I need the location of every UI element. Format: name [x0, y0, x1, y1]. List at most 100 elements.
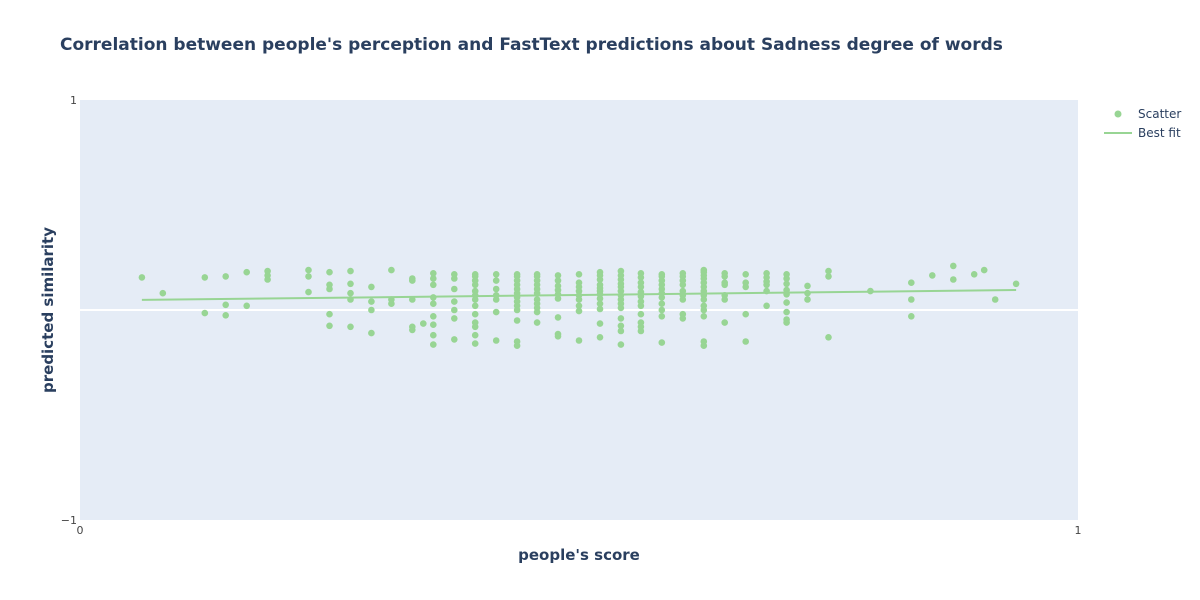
scatter-point	[430, 331, 437, 339]
scatter-point	[513, 342, 521, 350]
scatter-point	[554, 277, 562, 284]
scatter-point	[721, 281, 728, 289]
scatter-point	[679, 296, 687, 303]
scatter-point	[658, 339, 666, 346]
scatter-point	[451, 285, 458, 293]
scatter-point	[451, 315, 458, 322]
scatter-point	[492, 285, 500, 293]
scatter-point	[430, 341, 437, 348]
scatter-point	[513, 317, 521, 324]
scatter-point	[554, 314, 562, 321]
scatter-point	[1012, 280, 1020, 288]
scatter-point	[305, 288, 312, 296]
scatter-point	[950, 262, 957, 270]
scatter-point	[783, 280, 790, 288]
scatter-point	[637, 327, 645, 335]
scatter-point	[492, 308, 500, 316]
scatter-point	[430, 313, 437, 320]
legend-scatter-label: Scatter	[1138, 107, 1181, 121]
scatter-point	[533, 319, 541, 326]
scatter-point	[700, 342, 708, 350]
scatter-point	[783, 275, 790, 282]
scatter-point	[783, 299, 790, 306]
scatter-point	[264, 276, 271, 283]
scatter-point	[908, 279, 915, 287]
scatter-point	[679, 315, 687, 322]
scatter-point	[679, 281, 687, 289]
best-fit-line	[141, 289, 1017, 301]
scatter-point	[222, 301, 229, 309]
scatter-point	[471, 281, 479, 289]
scatter-point	[451, 275, 458, 282]
scatter-point	[980, 266, 988, 274]
scatter-point	[513, 306, 521, 314]
scatter-point	[368, 306, 375, 314]
scatter-point	[825, 267, 832, 275]
scatter-point	[326, 285, 333, 293]
scatter-point	[554, 295, 562, 302]
scatter-point	[783, 319, 790, 326]
scatter-point	[430, 281, 437, 289]
scatter-point	[617, 327, 625, 335]
scatter-point	[492, 337, 500, 344]
scatter-point	[804, 282, 811, 290]
scatter-point	[637, 302, 645, 310]
scatter-point	[451, 298, 458, 305]
scatter-point	[409, 277, 416, 284]
scatter-point	[347, 289, 354, 297]
scatter-point	[658, 306, 666, 314]
scatter-point	[783, 308, 790, 316]
scatter-point	[368, 298, 375, 305]
scatter-point	[492, 271, 500, 278]
scatter-point	[201, 309, 209, 317]
x-axis-title: people's score	[518, 546, 640, 564]
scatter-point	[721, 319, 728, 326]
scatter-point	[430, 275, 437, 282]
scatter-point	[908, 313, 915, 320]
scatter-point	[368, 283, 375, 291]
scatter-point	[326, 322, 333, 330]
scatter-point	[596, 334, 604, 341]
scatter-point	[222, 273, 229, 280]
y-tick-label: −1	[61, 514, 77, 527]
scatter-point	[637, 274, 645, 281]
scatter-point	[825, 273, 832, 280]
y-tick-label: 1	[70, 94, 77, 107]
scatter-point	[492, 296, 500, 303]
scatter-point	[326, 310, 333, 318]
scatter-point	[721, 296, 728, 303]
scatter-point	[700, 313, 708, 320]
scatter-point	[368, 329, 375, 337]
scatter-point	[637, 310, 645, 318]
scatter-point	[575, 271, 583, 278]
scatter-point	[430, 270, 437, 277]
scatter-point	[763, 281, 770, 289]
scatter-point	[825, 334, 832, 341]
scatter-point	[950, 276, 957, 283]
scatter-point	[575, 302, 583, 310]
scatter-point	[742, 310, 749, 318]
scatter-point	[658, 313, 666, 320]
scatter-point	[700, 306, 708, 314]
scatter-point	[430, 321, 437, 329]
scatter-point	[222, 312, 229, 319]
scatter-point	[763, 302, 770, 310]
scatter-point	[201, 274, 209, 281]
scatter-point	[305, 273, 312, 280]
scatter-point	[617, 304, 625, 312]
scatter-point	[700, 296, 708, 303]
scatter-point	[420, 320, 427, 327]
scatter-point	[347, 323, 354, 331]
scatter-point	[471, 323, 479, 331]
scatter-point	[658, 294, 666, 301]
scatter-point	[471, 340, 479, 347]
scatter-point	[533, 308, 541, 316]
scatter-point	[388, 266, 395, 274]
scatter-point	[451, 336, 458, 343]
scatter-point	[575, 296, 583, 303]
scatter-point	[409, 326, 416, 334]
scatter-point	[929, 272, 936, 279]
scatter-point	[617, 322, 625, 330]
scatter-point	[596, 300, 604, 308]
